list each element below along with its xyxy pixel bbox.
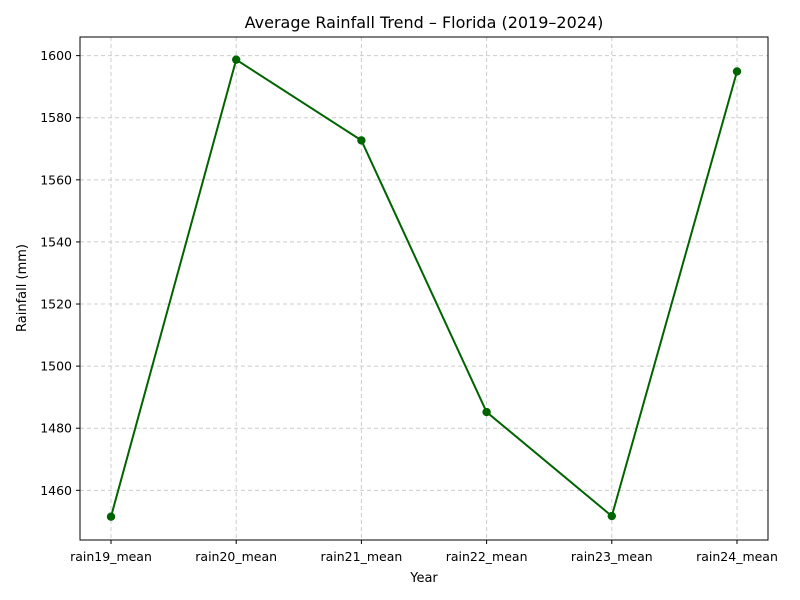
grid [80,37,768,540]
x-tick-label: rain24_mean [696,549,778,564]
x-tick-label: rain20_mean [195,549,277,564]
data-point [232,55,241,64]
y-tick-label: 1560 [40,172,72,187]
data-point [357,136,366,145]
y-tick-label: 1600 [40,48,72,63]
y-tick-label: 1500 [40,359,72,374]
x-axis-ticks: rain19_mean rain20_mean rain21_mean rain22_… [70,540,778,564]
y-axis-label: Rainfall (mm) [15,244,30,332]
plot-frame [79,36,769,541]
y-tick-label: 1540 [40,234,72,249]
y-tick-label: 1520 [40,297,72,312]
data-point [106,512,116,521]
y-tick-label: 1580 [40,110,72,125]
y-tick-label: 1480 [40,421,72,436]
x-tick-label: rain19_mean [70,549,152,564]
x-axis-label: Year [409,571,438,586]
x-tick-label: rain21_mean [320,549,402,564]
data-point [732,67,742,76]
y-axis-ticks: 1460 1480 1500 1520 1540 1560 1580 1600 [40,48,80,498]
x-tick-label: rain22_mean [446,549,528,564]
series-layer [106,55,742,521]
data-point [607,511,616,521]
series-line [110,58,738,518]
chart-title: Average Rainfall Trend – Florida (2019–2… [245,13,604,32]
y-tick-label: 1460 [40,483,72,498]
data-point [482,407,491,417]
x-tick-label: rain23_mean [571,549,653,564]
